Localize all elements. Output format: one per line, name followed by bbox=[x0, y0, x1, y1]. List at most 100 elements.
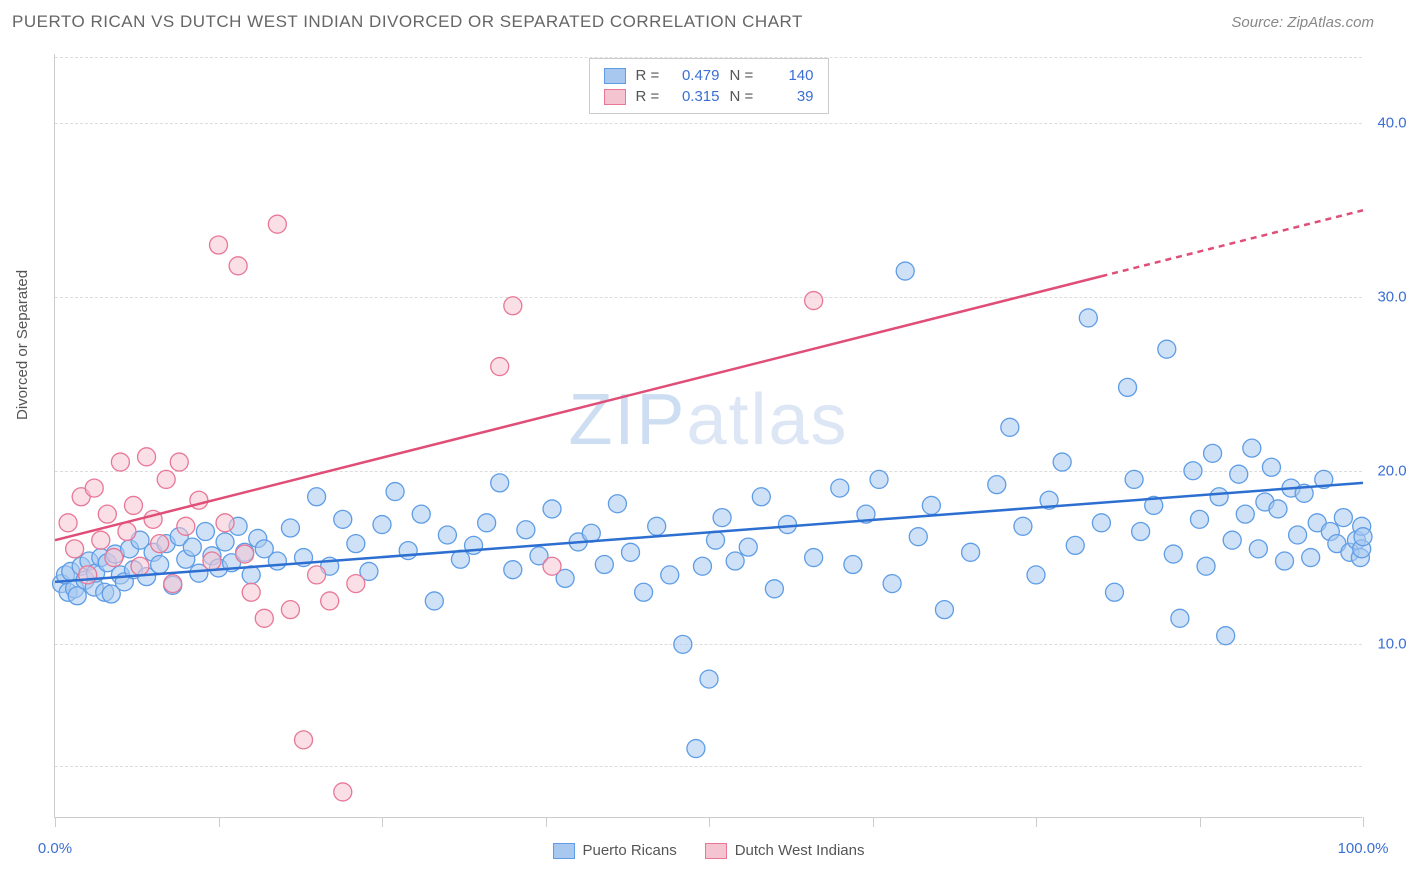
data-point bbox=[478, 514, 496, 532]
data-point bbox=[268, 552, 286, 570]
data-point bbox=[399, 542, 417, 560]
x-tick bbox=[709, 817, 710, 827]
x-tick-label: 0.0% bbox=[38, 840, 72, 857]
data-point bbox=[1158, 340, 1176, 358]
data-point bbox=[321, 592, 339, 610]
data-point bbox=[151, 555, 169, 573]
data-point bbox=[451, 550, 469, 568]
y-tick-label: 10.0% bbox=[1377, 636, 1406, 653]
data-point bbox=[1014, 517, 1032, 535]
data-point bbox=[210, 236, 228, 254]
data-point bbox=[281, 601, 299, 619]
legend-r-value: 0.315 bbox=[676, 88, 720, 105]
data-point bbox=[216, 533, 234, 551]
legend-r-label: R = bbox=[636, 88, 666, 105]
data-point bbox=[138, 448, 156, 466]
data-point bbox=[85, 479, 103, 497]
data-point bbox=[693, 557, 711, 575]
data-point bbox=[778, 516, 796, 534]
trend-line bbox=[55, 276, 1101, 540]
data-point bbox=[674, 635, 692, 653]
data-point bbox=[151, 535, 169, 553]
series-legend: Puerto Ricans Dutch West Indians bbox=[552, 842, 864, 859]
data-point bbox=[373, 516, 391, 534]
legend-swatch bbox=[552, 843, 574, 859]
data-point bbox=[177, 517, 195, 535]
data-point bbox=[1066, 536, 1084, 554]
data-point bbox=[229, 257, 247, 275]
data-point bbox=[543, 557, 561, 575]
data-point bbox=[687, 740, 705, 758]
y-tick-label: 30.0% bbox=[1377, 289, 1406, 306]
data-point bbox=[707, 531, 725, 549]
legend-n-value: 140 bbox=[770, 67, 814, 84]
x-tick-label: 100.0% bbox=[1338, 840, 1389, 857]
data-point bbox=[308, 566, 326, 584]
x-tick bbox=[55, 817, 56, 827]
data-point bbox=[1125, 470, 1143, 488]
data-point bbox=[183, 538, 201, 556]
data-point bbox=[1119, 378, 1137, 396]
data-point bbox=[739, 538, 757, 556]
data-point bbox=[124, 496, 142, 514]
data-point bbox=[1236, 505, 1254, 523]
chart-source: Source: ZipAtlas.com bbox=[1231, 14, 1374, 31]
data-point bbox=[831, 479, 849, 497]
data-point bbox=[517, 521, 535, 539]
y-tick-label: 40.0% bbox=[1377, 115, 1406, 132]
data-point bbox=[883, 575, 901, 593]
x-tick bbox=[219, 817, 220, 827]
data-point bbox=[1276, 552, 1294, 570]
data-point bbox=[504, 297, 522, 315]
data-point bbox=[752, 488, 770, 506]
data-point bbox=[844, 555, 862, 573]
trend-line-dashed bbox=[1101, 210, 1363, 276]
data-point bbox=[79, 566, 97, 584]
data-point bbox=[295, 731, 313, 749]
data-point bbox=[412, 505, 430, 523]
x-tick bbox=[873, 817, 874, 827]
data-point bbox=[1027, 566, 1045, 584]
data-point bbox=[255, 609, 273, 627]
data-point bbox=[92, 531, 110, 549]
legend-row: R =0.479N =140 bbox=[604, 65, 814, 86]
data-point bbox=[425, 592, 443, 610]
legend-n-label: N = bbox=[730, 67, 760, 84]
data-point bbox=[635, 583, 653, 601]
data-point bbox=[765, 580, 783, 598]
data-point bbox=[870, 470, 888, 488]
scatter-chart: ZIPatlas R =0.479N =140R =0.315N =39 Pue… bbox=[54, 54, 1362, 818]
data-point bbox=[1223, 531, 1241, 549]
data-point bbox=[608, 495, 626, 513]
data-point bbox=[622, 543, 640, 561]
data-point bbox=[582, 524, 600, 542]
data-point bbox=[543, 500, 561, 518]
data-point bbox=[1354, 528, 1372, 546]
x-tick bbox=[1036, 817, 1037, 827]
data-point bbox=[1230, 465, 1248, 483]
data-point bbox=[157, 470, 175, 488]
y-axis-label: Divorced or Separated bbox=[14, 270, 31, 420]
x-tick bbox=[546, 817, 547, 827]
x-tick bbox=[1363, 817, 1364, 827]
data-point bbox=[1262, 458, 1280, 476]
data-point bbox=[111, 453, 129, 471]
data-point bbox=[726, 552, 744, 570]
data-point bbox=[896, 262, 914, 280]
data-point bbox=[196, 523, 214, 541]
x-tick bbox=[382, 817, 383, 827]
data-point bbox=[281, 519, 299, 537]
data-point bbox=[308, 488, 326, 506]
legend-label: Puerto Ricans bbox=[582, 842, 676, 859]
legend-item: Dutch West Indians bbox=[705, 842, 865, 859]
legend-r-label: R = bbox=[636, 67, 666, 84]
data-point bbox=[131, 557, 149, 575]
data-point bbox=[491, 358, 509, 376]
data-point bbox=[268, 215, 286, 233]
y-tick-label: 20.0% bbox=[1377, 462, 1406, 479]
data-point bbox=[1217, 627, 1235, 645]
data-point bbox=[1105, 583, 1123, 601]
data-point bbox=[216, 514, 234, 532]
data-point bbox=[1053, 453, 1071, 471]
data-point bbox=[922, 496, 940, 514]
